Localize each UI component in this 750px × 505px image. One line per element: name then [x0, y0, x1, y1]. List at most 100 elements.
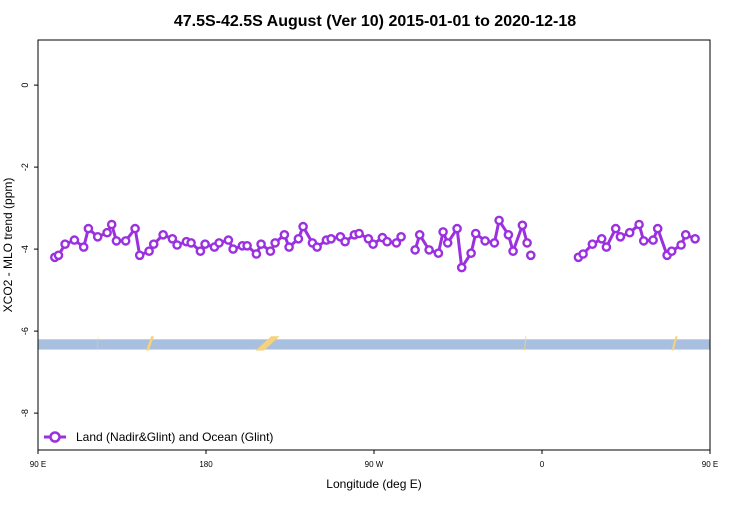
data-point — [526, 250, 536, 261]
data-point — [517, 220, 528, 231]
y-tick-label: -4 — [20, 245, 30, 253]
data-point — [508, 246, 518, 256]
data-point — [167, 233, 178, 244]
data-point — [134, 250, 145, 261]
data-point — [251, 249, 262, 259]
x-tick-label: 90 E — [30, 460, 46, 469]
data-point — [256, 239, 266, 249]
x-axis-label: Longitude (deg E) — [326, 477, 421, 491]
data-point — [666, 246, 677, 256]
data-point — [106, 219, 117, 230]
land-patch — [255, 336, 280, 351]
legend-marker — [49, 431, 61, 443]
data-point — [78, 242, 89, 252]
data-point — [410, 245, 420, 255]
data-point — [144, 246, 154, 256]
axes: 90 E 180 90 W 0 90 E 0 -2 -4 -6 -8 — [20, 83, 718, 469]
data-point — [284, 242, 294, 252]
data-point — [522, 238, 532, 248]
land-patch — [671, 336, 678, 351]
data-point — [690, 233, 700, 244]
data-point — [578, 249, 588, 259]
data-point — [326, 233, 336, 244]
data-point — [470, 228, 481, 239]
data-point — [102, 227, 112, 238]
y-tick-label: 0 — [20, 83, 30, 88]
data-point — [494, 215, 504, 226]
data-point — [624, 227, 635, 238]
data-point — [587, 239, 598, 249]
data-point — [53, 250, 64, 261]
data-point — [634, 219, 644, 230]
data-point — [158, 229, 168, 240]
data-point — [615, 231, 626, 242]
data-point — [652, 223, 663, 234]
data-point — [638, 236, 649, 246]
data-point — [610, 223, 621, 234]
data-point — [424, 245, 434, 255]
data-point — [298, 221, 308, 232]
y-tick-label: -2 — [20, 163, 30, 171]
data-point — [503, 229, 514, 240]
land-ocean-band — [38, 336, 710, 351]
data-point — [92, 231, 103, 242]
data-point — [223, 235, 234, 245]
data-point — [270, 238, 280, 248]
series-line — [413, 218, 529, 270]
x-tick-label: 180 — [199, 460, 213, 469]
data-point — [648, 235, 658, 245]
series-layer — [50, 215, 700, 273]
data-point — [279, 229, 290, 240]
data-point — [596, 233, 607, 244]
data-point — [382, 236, 392, 247]
data-point — [195, 246, 206, 256]
data-point — [456, 262, 467, 273]
series-line — [577, 223, 696, 259]
chart-title: 47.5S-42.5S August (Ver 10) 2015-01-01 t… — [174, 13, 576, 30]
data-point — [480, 236, 490, 246]
data-point — [438, 227, 448, 237]
data-point — [442, 238, 453, 248]
data-point — [433, 248, 444, 258]
data-point — [60, 239, 70, 249]
data-point — [148, 239, 159, 249]
data-point — [676, 240, 686, 250]
ocean-band — [38, 339, 710, 350]
data-point — [228, 244, 238, 254]
data-point — [111, 236, 122, 246]
data-point — [130, 223, 140, 234]
data-point — [265, 246, 276, 256]
data-point — [396, 231, 406, 242]
data-point — [69, 235, 80, 245]
data-point — [489, 238, 500, 248]
land-patch — [146, 336, 154, 351]
data-point — [601, 242, 612, 252]
data-point — [368, 239, 378, 249]
data-point — [186, 238, 196, 248]
legend: Land (Nadir&Glint) and Ocean (Glint) — [44, 430, 273, 444]
data-point — [414, 229, 425, 240]
y-tick-label: -6 — [20, 327, 30, 335]
data-point — [214, 238, 224, 248]
data-point — [312, 242, 322, 252]
y-axis-label: XCO2 - MLO trend (ppm) — [1, 178, 15, 313]
data-point — [293, 233, 304, 244]
data-point — [391, 238, 402, 248]
data-point — [172, 240, 182, 250]
land-patch — [524, 336, 527, 351]
data-point — [242, 240, 252, 251]
data-point — [83, 223, 94, 234]
x-tick-label: 0 — [540, 460, 545, 469]
land-patch — [97, 336, 99, 351]
data-point — [466, 248, 476, 258]
data-point — [680, 229, 691, 240]
y-tick-label: -8 — [20, 409, 30, 417]
data-point — [340, 236, 350, 247]
data-point — [200, 239, 210, 249]
data-point — [120, 236, 131, 246]
data-point — [452, 223, 462, 234]
data-point — [354, 228, 364, 239]
x-tick-label: 90 W — [365, 460, 384, 469]
